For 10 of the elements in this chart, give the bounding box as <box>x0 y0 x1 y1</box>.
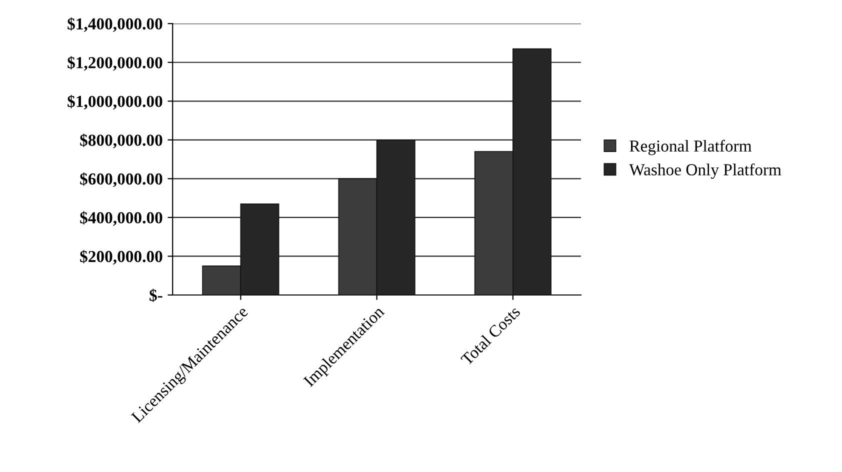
y-tick-label: $1,000,000.00 <box>68 94 162 110</box>
y-tick-label: $800,000.00 <box>80 134 162 148</box>
legend-label: Washoe Only Platform <box>629 163 782 179</box>
legend-label: Regional Platform <box>630 140 752 156</box>
y-tick-label: $600,000.00 <box>80 172 162 188</box>
y-tick-label: $200,000.00 <box>80 250 162 265</box>
y-tick-label: $1,400,000.00 <box>68 17 162 32</box>
y-tick-label: $400,000.00 <box>80 211 162 226</box>
y-tick-label: $1,200,000.00 <box>68 56 162 71</box>
y-tick-label: $- <box>150 288 162 302</box>
